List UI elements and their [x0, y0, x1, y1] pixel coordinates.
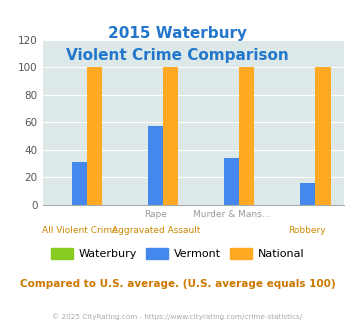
Text: 2015 Waterbury: 2015 Waterbury	[108, 26, 247, 41]
Text: Compared to U.S. average. (U.S. average equals 100): Compared to U.S. average. (U.S. average …	[20, 279, 335, 289]
Text: Violent Crime Comparison: Violent Crime Comparison	[66, 48, 289, 63]
Bar	[300, 182, 315, 205]
Text: © 2025 CityRating.com - https://www.cityrating.com/crime-statistics/: © 2025 CityRating.com - https://www.city…	[53, 314, 302, 320]
Bar	[148, 126, 163, 205]
Bar	[163, 67, 178, 205]
Text: Murder & Mans...: Murder & Mans...	[192, 210, 270, 218]
Bar	[239, 67, 255, 205]
Text: Rape: Rape	[144, 210, 167, 218]
Legend: Waterbury, Vermont, National: Waterbury, Vermont, National	[47, 243, 308, 263]
Text: All Violent Crime: All Violent Crime	[43, 226, 118, 235]
Bar	[224, 158, 239, 205]
Text: Robbery: Robbery	[288, 226, 326, 235]
Text: Aggravated Assault: Aggravated Assault	[111, 226, 200, 235]
Bar	[87, 67, 102, 205]
Bar	[315, 67, 331, 205]
Bar	[72, 162, 87, 205]
